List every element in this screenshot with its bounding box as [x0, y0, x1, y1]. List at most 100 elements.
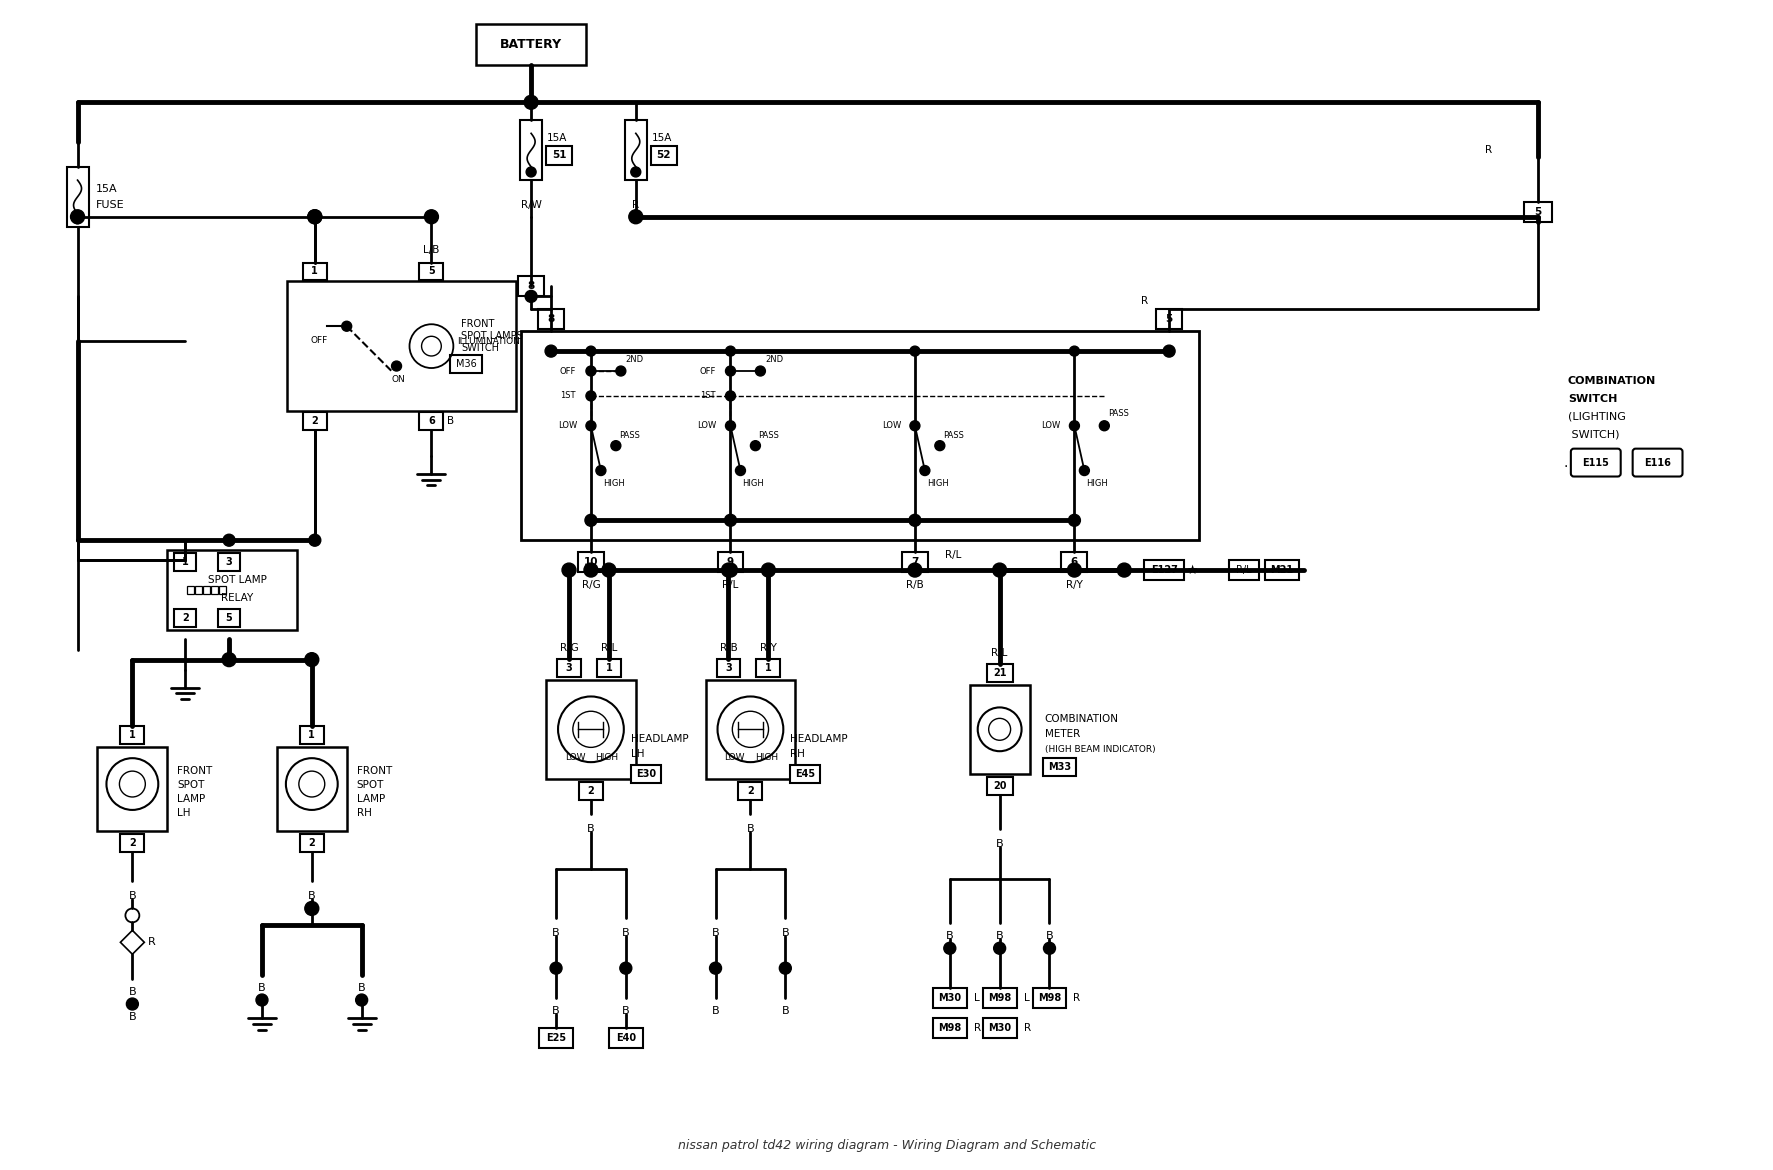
Text: 3: 3	[566, 662, 573, 673]
Text: R/L: R/L	[991, 648, 1007, 658]
Circle shape	[778, 962, 791, 975]
Circle shape	[309, 209, 321, 223]
Bar	[986, 777, 1012, 794]
Text: 15A: 15A	[651, 133, 672, 143]
Text: LOW: LOW	[557, 421, 576, 431]
Bar	[716, 552, 743, 572]
Text: LAMP: LAMP	[177, 794, 206, 804]
Text: (HIGH BEAM INDICATOR): (HIGH BEAM INDICATOR)	[1044, 745, 1154, 753]
Circle shape	[1043, 942, 1055, 955]
Text: R/L: R/L	[722, 580, 738, 590]
Text: M30: M30	[938, 993, 961, 1003]
Text: 21: 21	[993, 668, 1005, 677]
Text: R/G: R/G	[582, 580, 599, 590]
Text: R/L: R/L	[1236, 565, 1252, 576]
Circle shape	[305, 902, 319, 915]
Text: RH: RH	[789, 749, 805, 759]
Circle shape	[725, 346, 736, 356]
Circle shape	[392, 362, 401, 371]
Circle shape	[342, 322, 351, 331]
Text: FRONT: FRONT	[356, 766, 392, 776]
Text: B: B	[358, 983, 365, 993]
Circle shape	[709, 962, 722, 975]
Bar	[982, 989, 1016, 1009]
Text: R/W: R/W	[521, 200, 541, 209]
Text: B: B	[259, 983, 266, 993]
Text: 6: 6	[1071, 557, 1078, 567]
Text: LAMP: LAMP	[356, 794, 385, 804]
Text: HEADLAMP: HEADLAMP	[789, 735, 847, 744]
Text: COMBINATION: COMBINATION	[1044, 715, 1117, 724]
Circle shape	[628, 209, 642, 223]
Circle shape	[1069, 421, 1078, 431]
Bar	[986, 663, 1012, 682]
Circle shape	[550, 962, 562, 975]
Circle shape	[993, 942, 1005, 955]
Circle shape	[1099, 421, 1108, 431]
Bar	[537, 309, 564, 329]
Bar	[578, 552, 603, 572]
Bar	[121, 834, 144, 852]
Text: ★: ★	[1186, 564, 1197, 577]
Circle shape	[1067, 515, 1080, 526]
Text: LOW: LOW	[697, 421, 716, 431]
Circle shape	[910, 346, 920, 356]
Text: E40: E40	[615, 1033, 635, 1042]
Text: B: B	[587, 824, 594, 834]
FancyBboxPatch shape	[1631, 448, 1681, 476]
Circle shape	[309, 209, 321, 223]
Circle shape	[920, 466, 929, 475]
Text: BATTERY: BATTERY	[500, 39, 562, 51]
Bar	[418, 262, 443, 281]
Circle shape	[223, 535, 234, 546]
Text: LOW: LOW	[564, 752, 585, 762]
Bar	[188, 586, 193, 594]
Bar	[1043, 758, 1076, 776]
Circle shape	[723, 515, 736, 526]
Text: R: R	[1073, 993, 1080, 1003]
Text: 9: 9	[727, 557, 734, 567]
Circle shape	[755, 366, 764, 376]
Text: L: L	[1023, 993, 1028, 1003]
Circle shape	[71, 209, 85, 223]
Bar	[218, 553, 239, 571]
Circle shape	[583, 563, 598, 577]
Text: L: L	[973, 993, 979, 1003]
Text: E115: E115	[1582, 457, 1608, 468]
Text: 5: 5	[427, 267, 434, 276]
Text: 2: 2	[129, 838, 137, 848]
Circle shape	[562, 563, 576, 577]
Text: B: B	[746, 824, 754, 834]
Bar	[755, 659, 780, 676]
Bar	[518, 276, 544, 296]
Circle shape	[908, 515, 920, 526]
Text: SPOT LAMP: SPOT LAMP	[207, 574, 266, 585]
Text: 1: 1	[764, 662, 771, 673]
Bar	[608, 1028, 642, 1048]
Circle shape	[525, 290, 537, 302]
Bar	[521, 331, 1199, 541]
Text: R: R	[149, 937, 156, 948]
Text: 2: 2	[181, 613, 188, 622]
Text: 1: 1	[309, 730, 316, 741]
Text: B: B	[711, 928, 718, 938]
Text: PASS: PASS	[941, 432, 963, 440]
Bar	[211, 586, 218, 594]
Text: B: B	[711, 1006, 718, 1016]
Bar	[218, 608, 239, 627]
Circle shape	[585, 515, 596, 526]
Bar	[418, 412, 443, 429]
Circle shape	[585, 366, 596, 376]
Bar	[624, 121, 647, 180]
Text: 1: 1	[605, 662, 612, 673]
Text: HEADLAMP: HEADLAMP	[631, 735, 688, 744]
Text: FRONT: FRONT	[177, 766, 213, 776]
Text: 2: 2	[312, 415, 317, 426]
Bar	[789, 765, 819, 783]
Bar	[546, 145, 571, 165]
Circle shape	[544, 345, 557, 357]
Text: 3: 3	[725, 662, 732, 673]
Text: 1: 1	[129, 730, 137, 741]
Bar	[300, 834, 324, 852]
Bar	[195, 586, 202, 594]
